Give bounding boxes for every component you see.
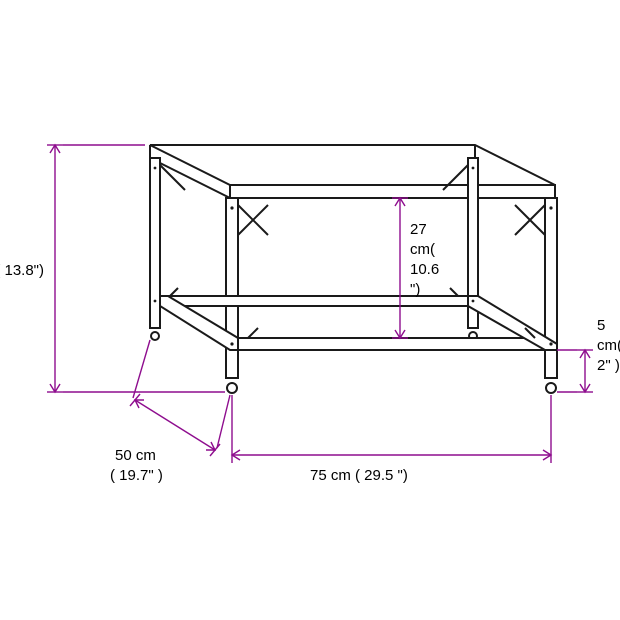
- dim-height-foot: 5 cm( 2" ): [557, 317, 620, 392]
- dimension-diagram: 35 cm( 13.8") 27 cm( 10.6 ") 5 cm( 2" ): [0, 0, 620, 620]
- dim-foot-label-1: 5: [597, 317, 605, 334]
- dim-depth-label-1: 50 cm: [115, 447, 156, 464]
- table-drawing: [150, 145, 557, 393]
- dim-depth: 50 cm ( 19.7" ): [110, 340, 230, 484]
- dim-foot-label-3: 2" ): [597, 357, 620, 374]
- dim-height-inner-label-2: cm(: [410, 241, 435, 258]
- dim-height-total: 35 cm( 13.8"): [0, 145, 225, 392]
- dim-height-total-label: 35 cm( 13.8"): [0, 262, 44, 279]
- dim-height-inner-label-4: "): [410, 281, 420, 298]
- dim-height-inner-label-1: 27: [410, 221, 427, 238]
- dim-depth-label-2: ( 19.7" ): [110, 467, 163, 484]
- dim-width: 75 cm ( 29.5 "): [232, 395, 551, 484]
- dim-width-label: 75 cm ( 29.5 "): [310, 467, 408, 484]
- dim-height-inner: 27 cm( 10.6 "): [392, 198, 439, 338]
- dim-height-inner-label-3: 10.6: [410, 261, 439, 278]
- dim-foot-label-2: cm(: [597, 337, 620, 354]
